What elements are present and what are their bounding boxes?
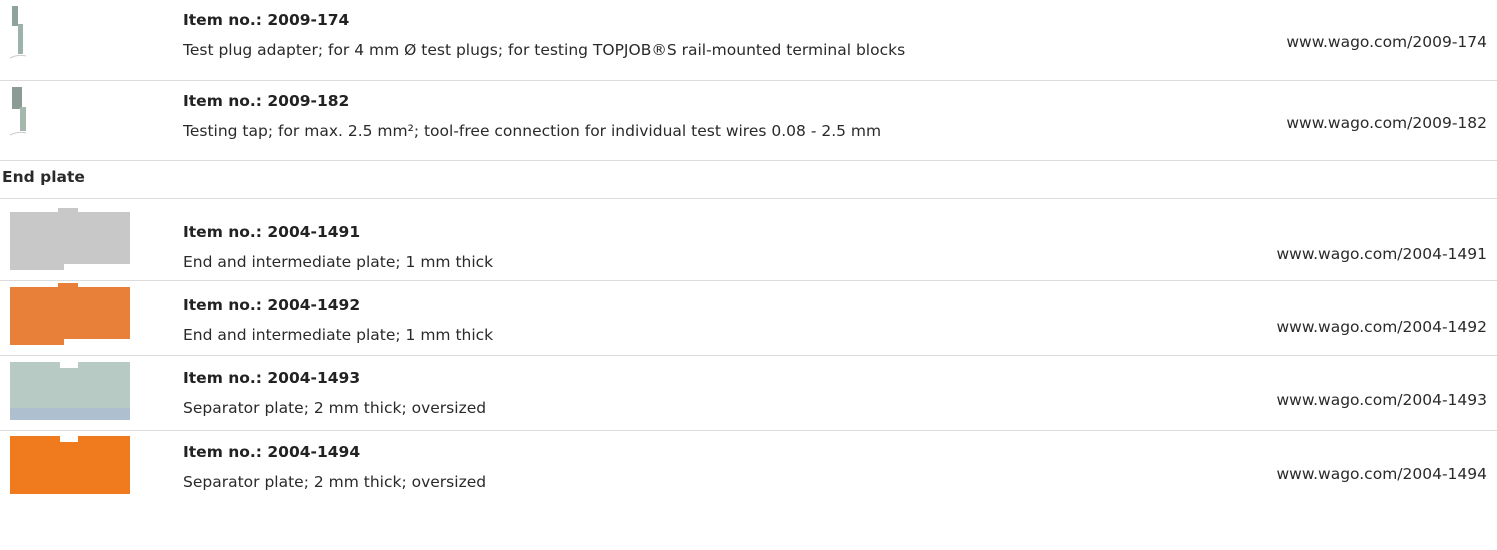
item-row: Item no.: 2004-1494 Separator plate; 2 m… <box>0 436 1497 502</box>
item-row: Item no.: 2004-1491 End and intermediate… <box>0 208 1497 282</box>
item-url[interactable]: www.wago.com/2004-1492 <box>1276 318 1488 336</box>
product-image <box>10 436 130 494</box>
section-title: End plate <box>2 168 85 186</box>
item-description: End and intermediate plate; 1 mm thick <box>183 326 494 344</box>
item-number: Item no.: 2004-1491 <box>183 223 361 241</box>
item-row: Item no.: 2009-182 Testing tap; for max.… <box>0 87 1497 151</box>
item-number: Item no.: 2004-1492 <box>183 296 361 314</box>
separator <box>0 198 1497 199</box>
item-url[interactable]: www.wago.com/2004-1493 <box>1276 391 1488 409</box>
item-row: Item no.: 2004-1493 Separator plate; 2 m… <box>0 362 1497 428</box>
product-image <box>10 208 130 270</box>
item-number: Item no.: 2004-1494 <box>183 443 361 461</box>
separator <box>0 280 1497 281</box>
item-number: Item no.: 2004-1493 <box>183 369 361 387</box>
item-url[interactable]: www.wago.com/2004-1494 <box>1276 465 1488 483</box>
item-url[interactable]: www.wago.com/2004-1491 <box>1276 245 1488 263</box>
item-number: Item no.: 2009-174 <box>183 11 350 29</box>
separator <box>0 430 1497 431</box>
item-description: Testing tap; for max. 2.5 mm²; tool-free… <box>183 122 882 140</box>
separator <box>0 80 1497 81</box>
product-image <box>9 6 27 59</box>
item-number: Item no.: 2009-182 <box>183 92 350 110</box>
item-description: Separator plate; 2 mm thick; oversized <box>183 473 487 491</box>
product-image <box>10 362 130 420</box>
product-image <box>9 87 27 136</box>
separator <box>0 355 1497 356</box>
item-url[interactable]: www.wago.com/2009-174 <box>1286 33 1487 51</box>
item-row: Item no.: 2004-1492 End and intermediate… <box>0 283 1497 355</box>
item-description: End and intermediate plate; 1 mm thick <box>183 253 494 271</box>
product-image <box>10 283 130 345</box>
separator <box>0 160 1497 161</box>
item-description: Test plug adapter; for 4 mm Ø test plugs… <box>183 41 906 59</box>
item-url[interactable]: www.wago.com/2009-182 <box>1286 114 1487 132</box>
item-row: Item no.: 2009-174 Test plug adapter; fo… <box>0 6 1497 70</box>
item-description: Separator plate; 2 mm thick; oversized <box>183 399 487 417</box>
